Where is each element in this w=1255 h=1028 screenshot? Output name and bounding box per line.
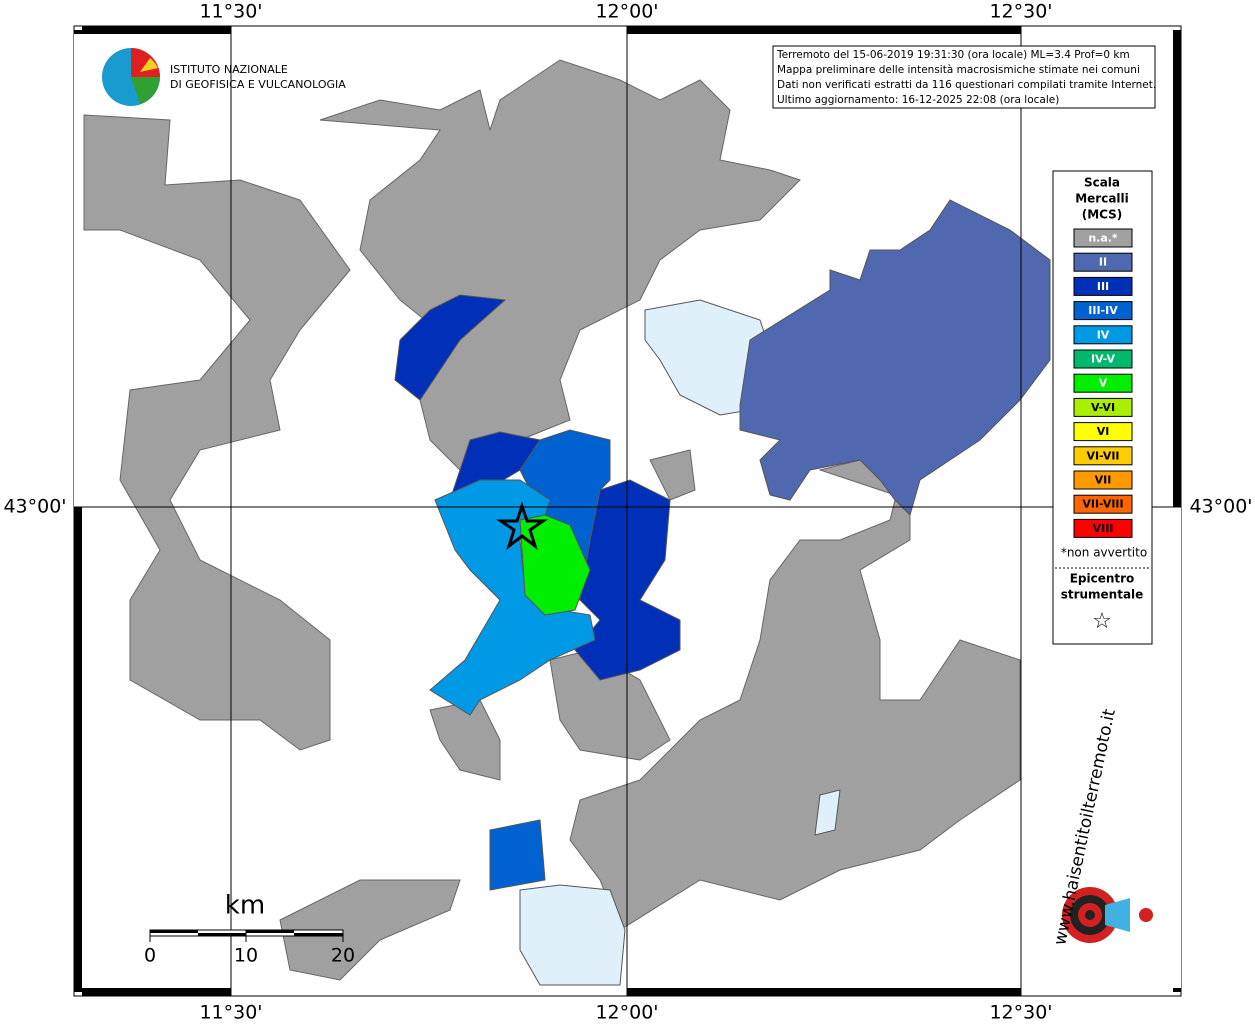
legend-swatch bbox=[1073, 422, 1133, 442]
legend-label: V bbox=[1099, 377, 1108, 390]
legend-label: III bbox=[1097, 280, 1109, 293]
scale-label: 10 bbox=[234, 945, 258, 967]
legend-title: Mercalli bbox=[1075, 192, 1129, 206]
scale-bar: km 0 10 20 bbox=[144, 891, 355, 967]
bottom-label: 11°30' bbox=[199, 1002, 262, 1024]
legend-swatch bbox=[1073, 470, 1133, 490]
legend-swatch bbox=[1073, 373, 1133, 393]
info-line: Ultimo aggiornamento: 16-12-2025 22:08 (… bbox=[777, 94, 1059, 106]
legend-epicenter: strumentale bbox=[1061, 588, 1144, 602]
info-box: Terremoto del 15-06-2019 19:31:30 (ora l… bbox=[772, 45, 1156, 109]
ingv-logo: ISTITUTO NAZIONALE DI GEOFISICA E VULCAN… bbox=[102, 48, 346, 106]
frame bbox=[73, 25, 1182, 997]
axis-labels: 11°30' 12°00' 12°30' 11°30' 12°00' 12°30… bbox=[3, 1, 1252, 1024]
legend-swatch bbox=[1073, 397, 1133, 417]
legend-swatch bbox=[1073, 276, 1133, 296]
legend-swatch bbox=[1073, 228, 1133, 248]
legend-epicenter: Epicentro bbox=[1070, 572, 1135, 586]
municipalities-colored bbox=[394, 199, 1051, 986]
bottom-label: 12°00' bbox=[595, 1002, 658, 1024]
legend-label: III-IV bbox=[1088, 304, 1118, 317]
scale-label: 20 bbox=[331, 945, 355, 967]
legend-note: *non avvertito bbox=[1061, 546, 1147, 560]
legend-label: IV bbox=[1097, 328, 1110, 341]
scale-unit: km bbox=[225, 891, 265, 921]
logo-text: ISTITUTO NAZIONALE bbox=[170, 63, 288, 76]
logo-text: DI GEOFISICA E VULCANOLOGIA bbox=[170, 78, 346, 91]
legend-label: VI-VII bbox=[1086, 449, 1119, 462]
legend-label: VII bbox=[1095, 474, 1112, 487]
legend-label: II bbox=[1099, 256, 1107, 269]
legend-swatch bbox=[1073, 252, 1133, 272]
legend-swatch bbox=[1073, 325, 1133, 345]
info-line: Mappa preliminare delle intensità macros… bbox=[777, 64, 1140, 76]
scale-label: 0 bbox=[144, 945, 156, 967]
top-label: 11°30' bbox=[199, 1, 262, 23]
epicenter bbox=[496, 501, 548, 551]
right-label: 43°00' bbox=[1189, 496, 1252, 518]
bottom-label: 12°30' bbox=[989, 1002, 1052, 1024]
top-label: 12°00' bbox=[595, 1, 658, 23]
legend-swatch bbox=[1073, 301, 1133, 321]
left-label: 43°00' bbox=[3, 496, 66, 518]
legend-label: V-VI bbox=[1091, 401, 1115, 414]
legend-label: IV-V bbox=[1091, 353, 1116, 366]
legend-label: n.a.* bbox=[1088, 232, 1118, 245]
top-label: 12°30' bbox=[989, 1, 1052, 23]
info-line: Terremoto del 15-06-2019 19:31:30 (ora l… bbox=[776, 49, 1130, 61]
legend-swatch bbox=[1073, 349, 1133, 369]
legend-swatch bbox=[1073, 494, 1133, 514]
legend-swatch bbox=[1073, 446, 1133, 466]
legend: Scala Mercalli (MCS) *non avvertito Epic… bbox=[1052, 170, 1153, 645]
legend-label: VI bbox=[1097, 425, 1110, 438]
legend-title: Scala bbox=[1084, 176, 1120, 190]
legend-swatch bbox=[1073, 518, 1133, 538]
legend-star: ☆ bbox=[1092, 609, 1112, 634]
legend-label: VIII bbox=[1093, 522, 1114, 535]
legend-label: VII-VIII bbox=[1082, 498, 1123, 511]
legend-title: (MCS) bbox=[1082, 208, 1123, 222]
info-line: Dati non verificati estratti da 116 ques… bbox=[777, 79, 1156, 91]
hsit-badge: www.haisentitoilterremoto.it bbox=[1050, 707, 1153, 947]
